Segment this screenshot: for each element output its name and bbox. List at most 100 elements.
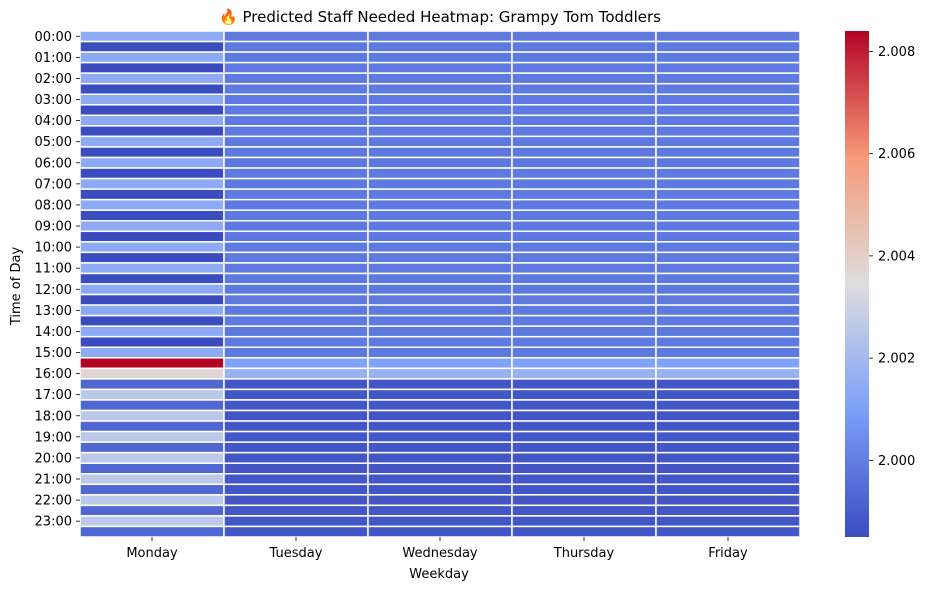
y-tick-label: 12:00 [35, 283, 72, 298]
heatmap-cell [367, 262, 513, 275]
heatmap-cell [223, 251, 369, 264]
heatmap-cell [511, 483, 657, 496]
heatmap-cell [79, 420, 225, 433]
heatmap-cell [511, 525, 657, 538]
heatmap-cell [655, 40, 801, 53]
heatmap-cell [655, 451, 801, 464]
heatmap-cell [655, 167, 801, 180]
x-tick-label: Friday [708, 546, 748, 561]
y-tick-label: 04:00 [35, 114, 72, 129]
y-tick-label: 00:00 [35, 30, 72, 45]
heatmap-cell [79, 167, 225, 180]
heatmap-cell [223, 525, 369, 538]
heatmap-cell [223, 367, 369, 380]
heatmap-cell [367, 125, 513, 138]
heatmap-cell [223, 93, 369, 106]
heatmap-cell [367, 388, 513, 401]
heatmap-cell [511, 146, 657, 159]
heatmap-cell [367, 504, 513, 517]
heatmap-cell [511, 167, 657, 180]
heatmap-cell [655, 357, 801, 370]
heatmap-cell [367, 114, 513, 127]
y-tick-label: 02:00 [35, 72, 72, 87]
y-axis-label: Time of Day [9, 247, 24, 327]
heatmap-cell [367, 346, 513, 359]
x-tick-label: Monday [126, 546, 178, 561]
heatmap-cell [223, 430, 369, 443]
heatmap-cell [655, 304, 801, 317]
heatmap-cell [511, 420, 657, 433]
y-tick-label: 07:00 [35, 177, 72, 192]
heatmap-cell [655, 325, 801, 338]
heatmap-cell [655, 346, 801, 359]
heatmap-cell [223, 262, 369, 275]
heatmap-cell [79, 399, 225, 412]
heatmap-cell [511, 82, 657, 96]
heatmap-cell [367, 357, 513, 370]
heatmap-cell [367, 314, 513, 327]
heatmap-cell [79, 40, 225, 53]
heatmap-cell [511, 325, 657, 338]
heatmap-cell [655, 262, 801, 275]
heatmap-cell [223, 156, 369, 169]
heatmap-cell [223, 135, 369, 148]
x-tick-label: Wednesday [402, 546, 478, 561]
heatmap-cell [655, 388, 801, 401]
heatmap-cells [79, 30, 801, 538]
heatmap-cell [367, 209, 513, 222]
heatmap-cell [367, 93, 513, 106]
heatmap-cell [367, 399, 513, 412]
heatmap-cell [655, 177, 801, 190]
heatmap-cell [223, 72, 369, 85]
x-tick-label: Tuesday [269, 546, 323, 561]
heatmap-cell [79, 262, 225, 275]
heatmap-cell [511, 335, 657, 349]
heatmap-cell [223, 51, 369, 64]
heatmap-cell [511, 494, 657, 507]
heatmap-cell [655, 220, 801, 233]
heatmap-cell [367, 441, 513, 454]
heatmap-cell [79, 357, 225, 370]
heatmap-cell [223, 40, 369, 53]
y-tick-label: 10:00 [35, 241, 72, 256]
heatmap-cell [367, 104, 513, 117]
heatmap-cell [655, 504, 801, 517]
heatmap-cell [655, 473, 801, 486]
heatmap-cell [511, 399, 657, 412]
heatmap-cell [655, 188, 801, 201]
heatmap-cell [367, 220, 513, 233]
heatmap-cell [367, 525, 513, 538]
heatmap-cell [655, 283, 801, 296]
heatmap-cell [367, 283, 513, 296]
x-axis-label: Weekday [409, 567, 469, 582]
heatmap-cell [223, 230, 369, 243]
heatmap-cell [367, 251, 513, 264]
heatmap-cell [367, 515, 513, 528]
heatmap-cell [367, 241, 513, 254]
heatmap-cell [79, 272, 225, 285]
heatmap-cell [367, 451, 513, 464]
heatmap-cell [367, 51, 513, 64]
heatmap-cell [79, 483, 225, 496]
heatmap-cell [79, 378, 225, 391]
heatmap-cell [223, 114, 369, 127]
heatmap-cell [79, 473, 225, 486]
heatmap-cell [223, 515, 369, 528]
heatmap-cell [223, 504, 369, 517]
heatmap-cell [223, 451, 369, 464]
heatmap-cell [223, 304, 369, 317]
heatmap-cell [511, 104, 657, 117]
heatmap-cell [79, 367, 225, 380]
heatmap-cell [367, 325, 513, 338]
x-tick-labels: Monday Tuesday Wednesday Thursday Friday [126, 537, 748, 561]
heatmap-cell [511, 409, 657, 422]
heatmap-cell [367, 483, 513, 496]
heatmap-cell [511, 293, 657, 306]
y-tick-label: 01:00 [35, 51, 72, 66]
heatmap-cell [79, 61, 225, 74]
heatmap-cell [223, 82, 369, 96]
heatmap-cell [367, 430, 513, 443]
heatmap-cell [511, 314, 657, 327]
heatmap-cell [367, 293, 513, 306]
heatmap-cell [655, 209, 801, 222]
